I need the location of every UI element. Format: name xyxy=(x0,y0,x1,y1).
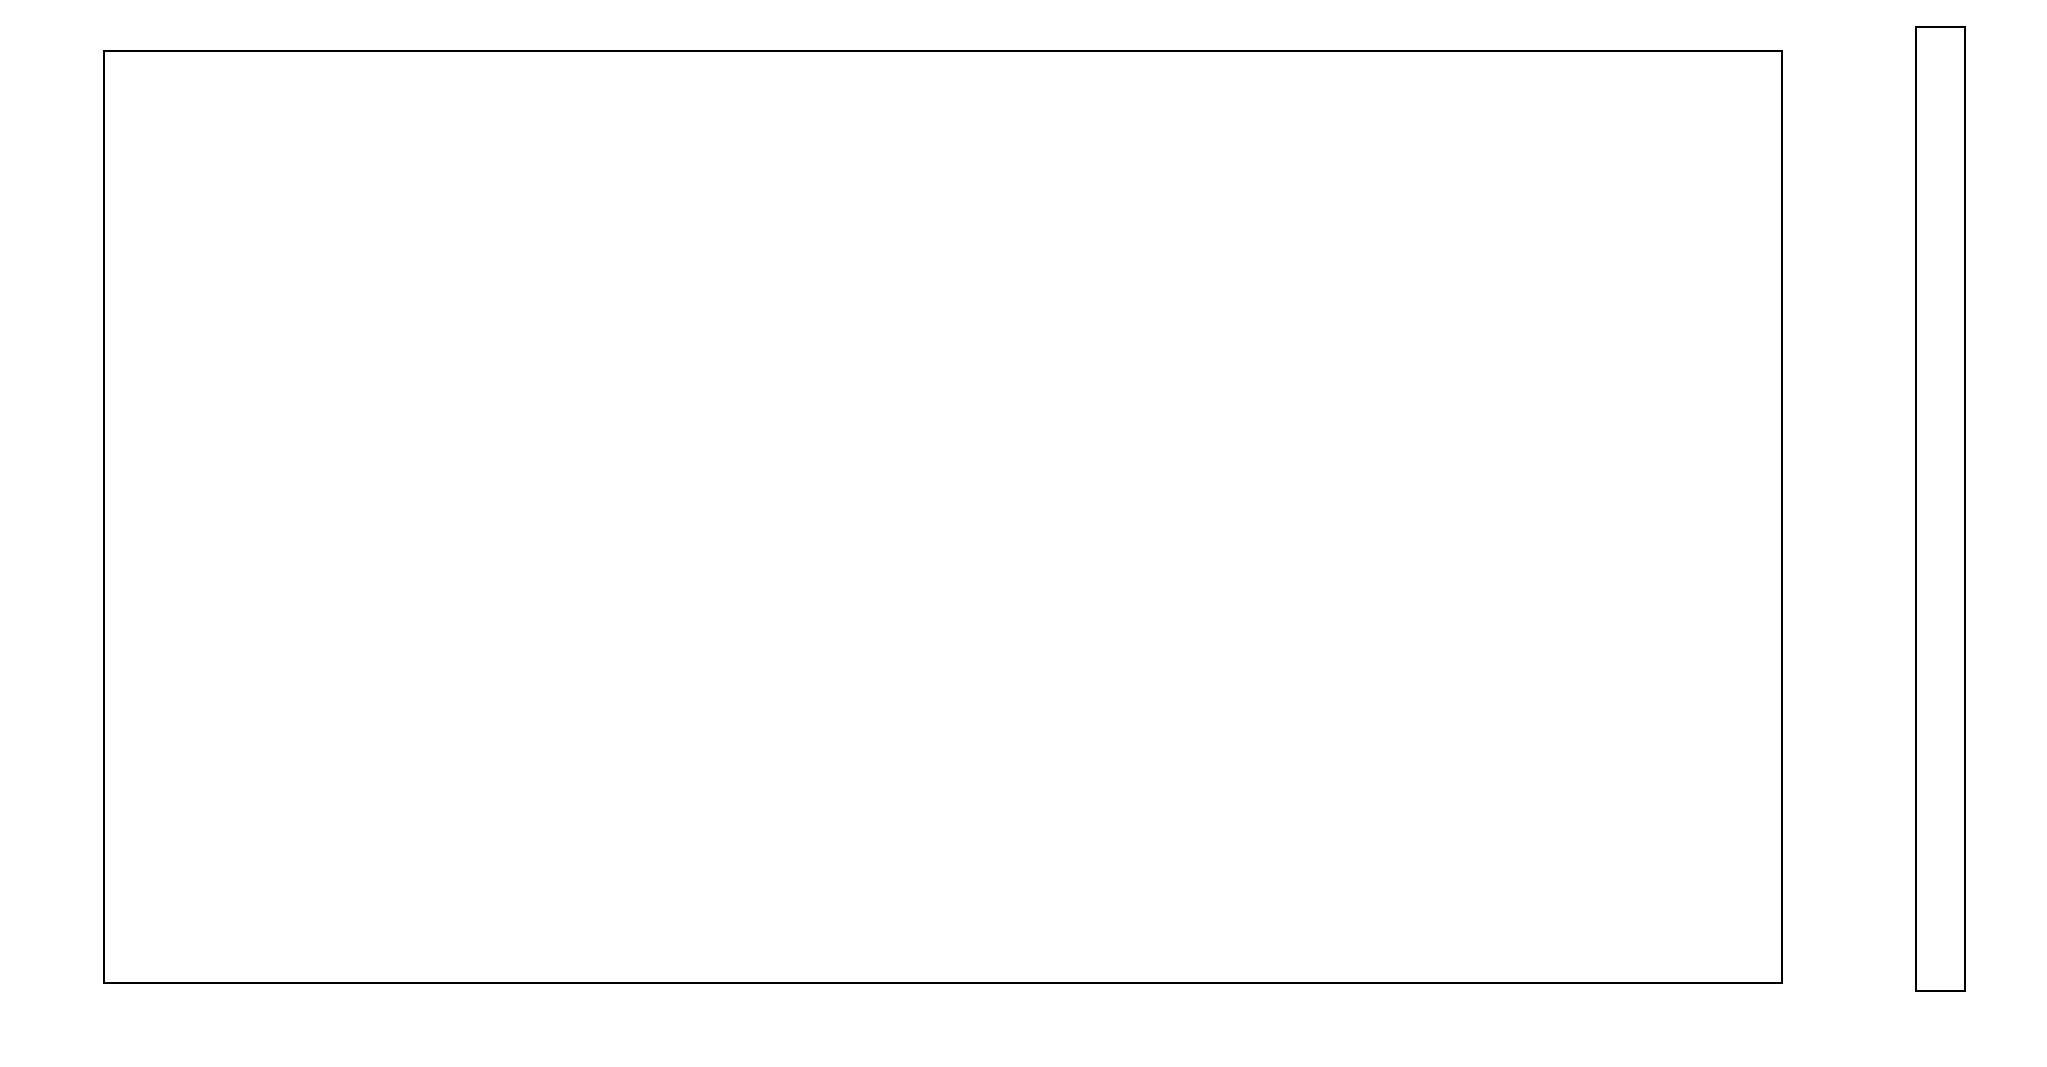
colorbar xyxy=(1915,26,1966,992)
plot-area xyxy=(103,50,1783,984)
colorbar-label xyxy=(2005,257,2039,757)
y-axis-label xyxy=(19,319,57,719)
spectrogram-canvas xyxy=(105,52,1781,982)
colorbar-gradient xyxy=(1917,28,1964,990)
